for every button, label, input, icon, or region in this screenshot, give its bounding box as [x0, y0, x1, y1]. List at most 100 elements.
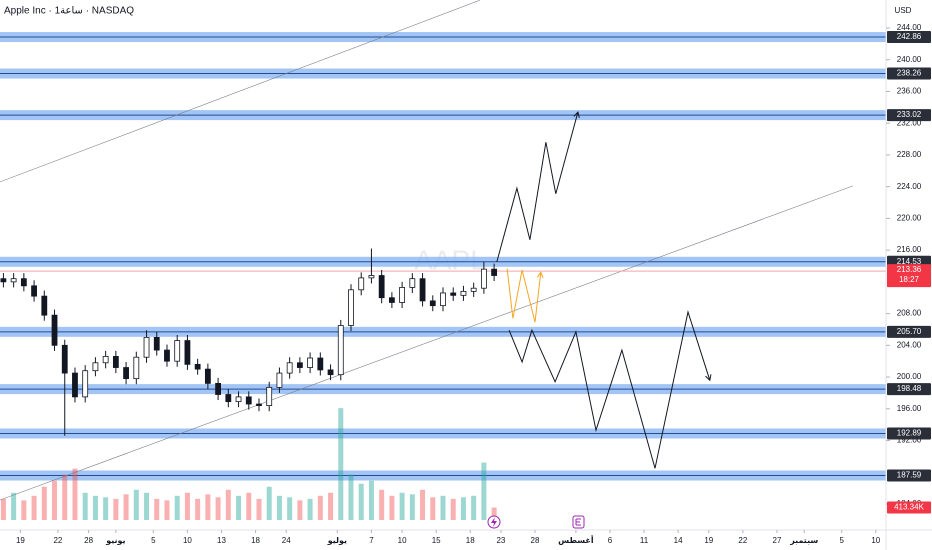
candle-body: [296, 362, 303, 368]
volume-bar: [256, 498, 262, 520]
volume-bar: [420, 489, 426, 520]
x-tick-label: أغسطس: [558, 535, 594, 546]
level-tag-label: 214.53: [897, 257, 922, 266]
x-tick-label: 27: [773, 536, 782, 545]
candle-body: [419, 278, 426, 302]
volume-bar: [113, 498, 119, 520]
candle-body: [20, 278, 27, 287]
x-tick-label: 22: [53, 536, 62, 545]
volume-bar: [460, 497, 466, 520]
x-tick-label: يونيو: [105, 536, 125, 545]
candle-body: [368, 275, 375, 279]
volume-bar: [21, 500, 27, 520]
candle-body: [235, 396, 242, 403]
volume-bar: [144, 492, 150, 520]
x-tick-label: 19: [704, 536, 713, 545]
y-tick-label: 232.00: [897, 118, 922, 127]
y-tick-label: 216.00: [897, 245, 922, 254]
candle-body: [256, 403, 262, 407]
volume-bar: [236, 495, 242, 520]
volume-bar: [450, 498, 456, 520]
level-tag: [887, 383, 931, 396]
currency: USD: [895, 6, 912, 15]
volume-bar: [225, 489, 231, 520]
projection-path: [508, 310, 711, 469]
volume-bar: [11, 492, 17, 520]
candle-body: [245, 396, 252, 405]
x-tick-label: 28: [531, 536, 540, 545]
x-tick-label: 10: [183, 536, 192, 545]
volume-bar: [317, 495, 323, 520]
volume-bar: [379, 489, 385, 520]
price-tag: [887, 264, 931, 288]
candle-body: [153, 336, 160, 351]
x-tick-label: 18: [466, 536, 475, 545]
volume-bar: [31, 495, 37, 520]
x-tick-label: 19: [16, 536, 25, 545]
y-tick-label: 204.00: [897, 340, 922, 349]
candle-body: [184, 340, 191, 365]
volume-bar: [297, 500, 303, 520]
y-tick-label: 224.00: [897, 182, 922, 191]
countdown: 18:27: [899, 275, 920, 284]
y-tick-label: 196.00: [897, 404, 922, 413]
event-icon[interactable]: [572, 515, 585, 529]
volume-bar: [481, 462, 487, 520]
event-icon[interactable]: [487, 515, 501, 529]
volume-tag: [887, 501, 931, 514]
x-tick-label: 10: [871, 536, 880, 545]
x-tick-label: 5: [151, 536, 156, 545]
level-tag: [887, 325, 931, 338]
level-tag-label: 233.02: [897, 110, 922, 119]
candle-body: [31, 285, 37, 297]
volume-bar: [195, 498, 201, 520]
arrow-head: [573, 111, 580, 119]
y-tick-label: 236.00: [897, 87, 922, 96]
candle-body: [491, 268, 498, 276]
candle-body: [41, 295, 48, 316]
projection-path: [506, 268, 542, 323]
candle-body: [164, 349, 170, 362]
candle-body: [348, 289, 354, 326]
volume-bar: [338, 408, 344, 520]
volume-bar: [389, 495, 395, 520]
volume-bar: [287, 497, 293, 520]
x-tick-label: 5: [839, 536, 844, 545]
candle-body: [470, 287, 477, 292]
volume-bar: [62, 474, 68, 520]
volume-bar: [430, 497, 436, 520]
volume-bar: [41, 486, 47, 520]
candle-body: [215, 382, 221, 395]
plot-area: [0, 0, 886, 520]
chart-title: Apple Inc · 1ساعة · NASDAQ: [4, 6, 134, 17]
y-tick-label: 192.00: [897, 436, 922, 445]
candle-body: [388, 297, 395, 303]
level-tag-label: 198.48: [897, 384, 922, 393]
y-tick-label: 208.00: [897, 309, 922, 318]
volume-bar: [174, 495, 180, 520]
volume-bar: [348, 474, 354, 520]
level-tag: [887, 31, 931, 44]
x-tick-label: يوليو: [327, 536, 347, 545]
y-tick-label: 228.00: [897, 150, 922, 159]
volume-bar: [358, 483, 364, 520]
y-tick-label: 220.00: [897, 214, 922, 223]
volume-bar: [409, 494, 415, 520]
candle-body: [112, 356, 119, 368]
volume-bar: [205, 494, 211, 520]
volume-bar: [246, 492, 252, 520]
candle-body: [143, 336, 150, 358]
candle-body: [480, 268, 487, 289]
arrow-head: [705, 374, 712, 382]
candle-body: [317, 357, 324, 371]
candle-body: [266, 386, 273, 407]
volume-bar: [52, 480, 58, 520]
volume-bar: [123, 494, 129, 520]
price-axis: 244.00 240.00 236.00 232.00 228.00 224.00 220.…: [886, 23, 931, 514]
volume-bar: [164, 500, 170, 520]
candle-body: [225, 394, 232, 403]
volume-bar: [133, 489, 139, 520]
